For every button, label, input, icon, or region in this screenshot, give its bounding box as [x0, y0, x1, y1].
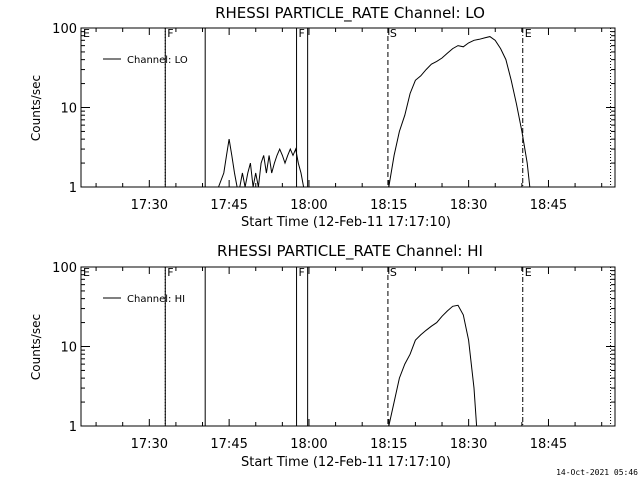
y-tick-label: 100 — [52, 22, 77, 37]
flag-label: E — [525, 266, 532, 279]
y-axis-label: Counts/sec — [29, 314, 43, 380]
y-tick-label: 1 — [69, 420, 77, 435]
flag-label: E — [83, 266, 90, 279]
series-line — [388, 304, 478, 427]
legend-label: Channel: HI — [127, 294, 185, 305]
flag-label: S — [390, 27, 397, 40]
x-axis-label: Start Time (12-Feb-11 17:17:10) — [241, 215, 451, 230]
x-tick-label: 18:45 — [530, 437, 567, 452]
legend-label: Channel: LO — [127, 55, 188, 66]
y-tick-label: 10 — [60, 341, 77, 356]
x-tick-label: 18:30 — [450, 198, 487, 213]
flag-label: S — [390, 266, 397, 279]
x-tick-label: 18:30 — [450, 437, 487, 452]
x-tick-label: 18:00 — [290, 437, 327, 452]
y-tick-label: 10 — [60, 102, 77, 117]
panel-lo: RHESSI PARTICLE_RATE Channel: LO Counts/… — [29, 4, 616, 230]
flag-label: F — [299, 266, 305, 279]
x-tick-label: 17:45 — [210, 437, 247, 452]
x-axis-label: Start Time (12-Feb-11 17:17:10) — [241, 455, 451, 470]
flag-label: E — [525, 27, 532, 40]
flag-label: E — [83, 27, 90, 40]
x-tick-label: 17:45 — [210, 198, 247, 213]
x-tick-label: 17:30 — [131, 437, 168, 452]
x-tick-label: 18:45 — [530, 198, 567, 213]
chart-title: RHESSI PARTICLE_RATE Channel: LO — [215, 4, 485, 23]
x-tick-label: 18:00 — [290, 198, 327, 213]
generation-timestamp: 14-Oct-2021 05:46 — [556, 468, 638, 477]
x-tick-label: 18:15 — [370, 437, 407, 452]
plot-frame — [80, 266, 616, 427]
chart-title: RHESSI PARTICLE_RATE Channel: HI — [217, 242, 483, 261]
x-tick-label: 18:15 — [370, 198, 407, 213]
x-tick-label: 17:30 — [131, 198, 168, 213]
flag-label: F — [299, 27, 305, 40]
plot-frame — [80, 27, 616, 188]
flag-label: F — [167, 266, 173, 279]
series-line — [215, 36, 531, 188]
y-axis-label: Counts/sec — [29, 75, 43, 141]
y-tick-label: 100 — [52, 261, 77, 276]
flag-label: F — [167, 27, 173, 40]
panel-hi: RHESSI PARTICLE_RATE Channel: HI Counts/… — [29, 242, 616, 470]
y-tick-label: 1 — [69, 181, 77, 196]
